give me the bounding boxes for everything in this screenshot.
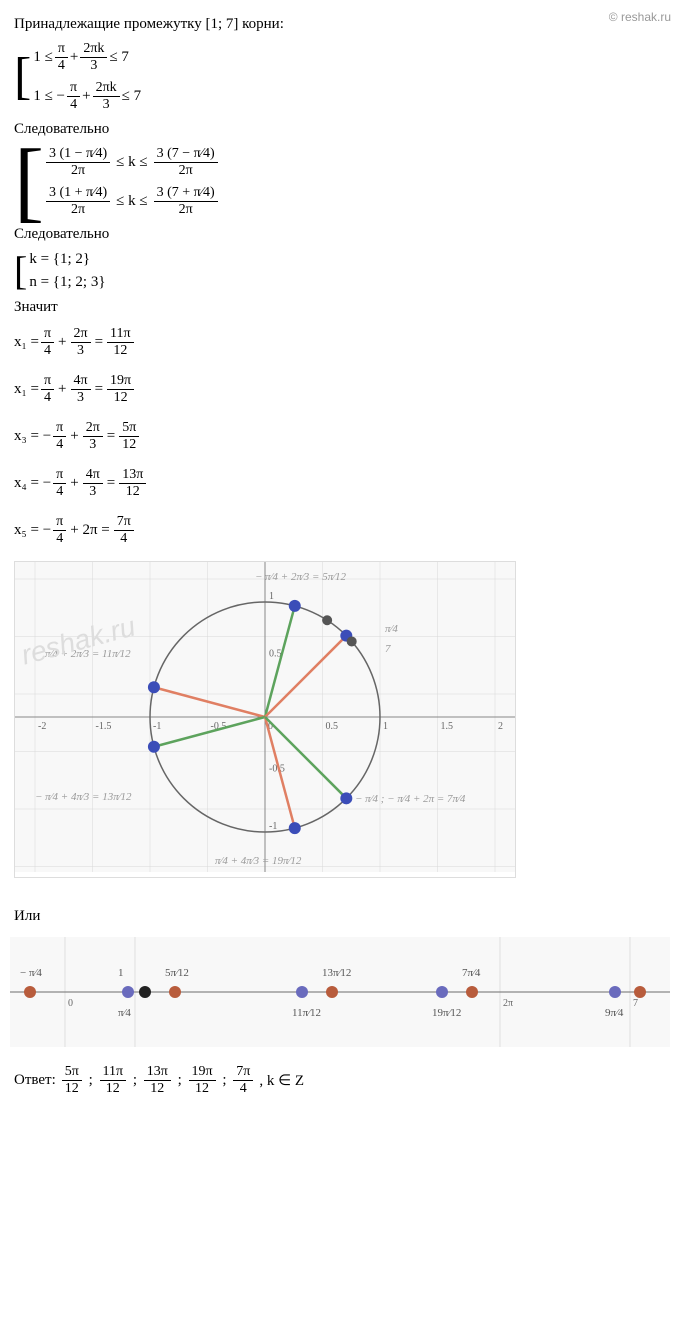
ineq-row-2: 1 ≤ − π4 + 2πk3 ≤ 7 [33, 80, 141, 113]
inequality-block-1: [ 1 ≤ π4 + 2πk3 ≤ 7 1 ≤ − π4 + 2πk3 ≤ 7 [14, 41, 669, 113]
znachit-text: Значит [14, 297, 669, 318]
solution-content: Принадлежащие промежутку [1; 7] корни: [… [0, 0, 683, 898]
text: ≤ k ≤ [116, 193, 147, 210]
answer-label: Ответ: [14, 1072, 56, 1089]
left-bracket-icon: [ [14, 41, 31, 113]
header-text: Принадлежащие промежутку [1; 7] корни: [14, 14, 669, 35]
k-values: k = {1; 2} [29, 251, 105, 268]
inequality-block-2: [ 3 (1 − π⁄4)2π ≤ k ≤ 3 (7 − π⁄4)2π 3 (1… [14, 146, 669, 218]
text: + [70, 49, 78, 66]
ineq2-row-2: 3 (1 + π⁄4)2π ≤ k ≤ 3 (7 + π⁄4)2π [46, 185, 218, 218]
svg-text:-2: -2 [38, 721, 46, 732]
num: 3 (1 + π⁄4) [46, 185, 110, 202]
num: 2πk [80, 41, 107, 58]
num: 2πk [93, 80, 120, 97]
svg-text:π⁄4 + 2π⁄3 = 11π⁄12: π⁄4 + 2π⁄3 = 11π⁄12 [45, 648, 131, 660]
root-equation: x₁ = π4 +2π3 =11π12 [14, 326, 669, 359]
svg-text:1: 1 [118, 967, 124, 979]
svg-text:-1.5: -1.5 [96, 721, 112, 732]
svg-text:0.5: 0.5 [326, 721, 339, 732]
svg-text:2π: 2π [503, 998, 513, 1009]
text: ≤ k ≤ [116, 154, 147, 171]
svg-text:1: 1 [269, 591, 274, 602]
den: 2π [154, 202, 218, 218]
svg-text:0: 0 [68, 998, 73, 1009]
text: ≤ 7 [109, 49, 128, 66]
therefore-text-1: Следовательно [14, 119, 669, 140]
root-equation: x₁ = π4 +4π3 =19π12 [14, 373, 669, 406]
root-equation: x₅ = − π4 + 2π =7π4 [14, 514, 669, 547]
ineq2-row-1: 3 (1 − π⁄4)2π ≤ k ≤ 3 (7 − π⁄4)2π [46, 146, 218, 179]
svg-text:-1: -1 [269, 821, 277, 832]
svg-text:7π⁄4: 7π⁄4 [462, 967, 481, 979]
unit-circle-chart: -2-1.5-1-0.500.511.52-1-0.50.51− π⁄4 + 2… [14, 561, 516, 878]
svg-text:− π⁄4: − π⁄4 [20, 967, 42, 979]
left-bracket-icon: [ [14, 146, 44, 218]
svg-text:11π⁄12: 11π⁄12 [292, 1007, 321, 1019]
watermark-top: © reshak.ru [609, 10, 671, 24]
den: 2π [46, 163, 110, 179]
svg-text:19π⁄12: 19π⁄12 [432, 1007, 461, 1019]
text: + [82, 88, 90, 105]
text: ≤ 7 [122, 88, 141, 105]
svg-text:π⁄4: π⁄4 [118, 1007, 131, 1019]
svg-text:5π⁄12: 5π⁄12 [165, 967, 189, 979]
den: 2π [46, 202, 110, 218]
svg-text:2: 2 [498, 721, 503, 732]
num: 3 (1 − π⁄4) [46, 146, 110, 163]
text: 1 ≤ − [33, 88, 65, 105]
root-equation: x₃ = − π4 +2π3 =5π12 [14, 420, 669, 453]
ineq-row-1: 1 ≤ π4 + 2πk3 ≤ 7 [33, 41, 141, 74]
k-n-block: [ k = {1; 2} n = {1; 2; 3} [14, 251, 669, 291]
n-values: n = {1; 2; 3} [29, 274, 105, 291]
den: 3 [93, 97, 120, 113]
den: 2π [154, 163, 218, 179]
svg-text:1.5: 1.5 [441, 721, 454, 732]
svg-text:π⁄4 + 4π⁄3 = 19π⁄12: π⁄4 + 4π⁄3 = 19π⁄12 [215, 855, 302, 867]
svg-text:13π⁄12: 13π⁄12 [322, 967, 351, 979]
roots-list: x₁ = π4 +2π3 =11π12 x₁ = π4 +4π3 =19π12 x₃… [14, 326, 669, 547]
therefore-text-2: Следовательно [14, 224, 669, 245]
num: π [67, 80, 80, 97]
svg-text:− π⁄4 + 2π⁄3 = 5π⁄12: − π⁄4 + 2π⁄3 = 5π⁄12 [255, 571, 347, 583]
number-line-chart: 0 2π 7 − π⁄4 1 π⁄4 5π⁄12 11π⁄12 13π⁄12 19π⁄12 7π⁄4… [10, 937, 670, 1052]
svg-text:9π⁄4: 9π⁄4 [605, 1007, 624, 1019]
num: 3 (7 + π⁄4) [154, 185, 218, 202]
num: 3 (7 − π⁄4) [154, 146, 218, 163]
den: 4 [55, 58, 68, 74]
num: π [55, 41, 68, 58]
svg-text:7: 7 [385, 643, 391, 655]
svg-text:1: 1 [383, 721, 388, 732]
svg-text:π⁄4: π⁄4 [385, 623, 398, 635]
svg-text:7: 7 [633, 998, 638, 1009]
root-equation: x₄ = − π4 +4π3 =13π12 [14, 467, 669, 500]
text: 1 ≤ [33, 49, 52, 66]
svg-text:− π⁄4 + 4π⁄3 = 13π⁄12: − π⁄4 + 4π⁄3 = 13π⁄12 [35, 791, 132, 803]
svg-text:− π⁄4 ; − π⁄4 + 2π = 7π⁄4: − π⁄4 ; − π⁄4 + 2π = 7π⁄4 [355, 793, 466, 805]
den: 3 [80, 58, 107, 74]
answer-line: Ответ: 5π12 ; 11π12 ; 13π12 ; 19π12 ; 7π… [14, 1064, 669, 1097]
svg-text:-1: -1 [153, 721, 161, 732]
or-text: Или [14, 908, 669, 925]
den: 4 [67, 97, 80, 113]
answer-suffix: , k ∈ Z [259, 1071, 304, 1090]
left-bracket-icon: [ [14, 251, 27, 291]
